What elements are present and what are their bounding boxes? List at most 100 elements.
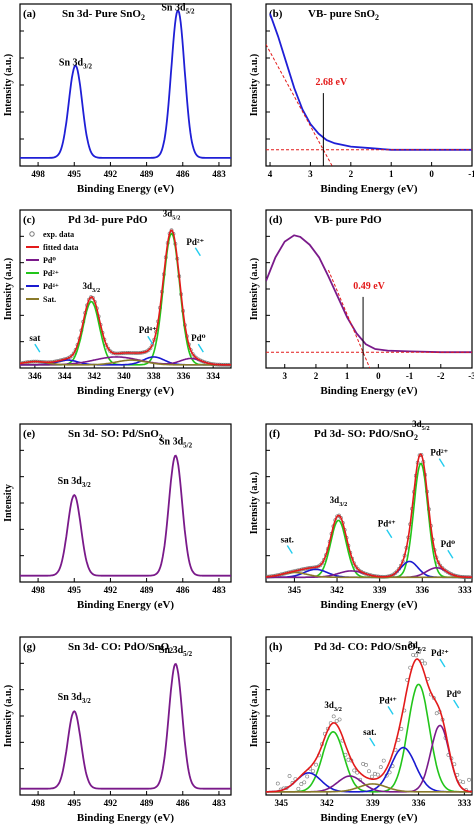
y-axis-label: Intensity (a.u.) <box>3 54 14 117</box>
x-tick-label: 2 <box>314 371 319 381</box>
exp-data-point <box>287 774 292 778</box>
plot-frame <box>19 423 232 583</box>
x-tick-label: 486 <box>176 798 190 808</box>
arrow-marker <box>439 658 446 668</box>
x-tick-label: 342 <box>320 798 334 808</box>
exp-data-point <box>420 658 424 663</box>
x-tick-label: -3 <box>468 371 474 381</box>
peak-label: Sn 3d5/2 <box>159 437 193 450</box>
x-tick-label: 492 <box>104 585 118 595</box>
arrow-marker <box>286 545 293 554</box>
edge-fit <box>266 44 333 166</box>
plot-frame <box>19 3 232 167</box>
exp-data-point <box>314 762 318 767</box>
x-tick-label: 483 <box>212 585 226 595</box>
exp-data-point <box>267 799 270 802</box>
exp-data-point <box>355 567 360 571</box>
x-tick-label: 0 <box>376 371 381 381</box>
exp-data-point <box>370 774 374 779</box>
x-axis-label: Binding Energy (eV) <box>320 183 418 195</box>
peak-label: sat <box>29 333 40 343</box>
x-tick-label: 336 <box>412 798 426 808</box>
exp-data-point <box>318 563 323 568</box>
chart-title: Pd 3d- SO: PdO/SnO2 <box>314 428 418 442</box>
component-line <box>20 359 231 366</box>
edge-value-label: 0.49 eV <box>353 281 385 292</box>
chart-title: Sn 3d- Pure SnO2 <box>62 8 145 22</box>
panel-label: (b) <box>269 8 283 20</box>
y-axis-label: Intensity (a.u.) <box>249 472 260 535</box>
legend-label: exp. data <box>43 230 74 239</box>
panel-label: (g) <box>23 641 36 653</box>
exp-data-point <box>411 652 416 657</box>
peak-label: 3d3/2 <box>324 700 342 713</box>
x-tick-label: 334 <box>206 371 220 381</box>
arrow-marker <box>438 458 445 467</box>
exp-data-point <box>190 351 195 356</box>
arrow-marker <box>447 549 454 559</box>
plot-area <box>20 9 231 159</box>
peak-label: 3d5/2 <box>412 419 430 432</box>
series-line <box>269 13 472 151</box>
exp-data-point <box>346 757 351 762</box>
x-tick-label: 339 <box>373 585 387 595</box>
x-tick-label: 2 <box>349 169 354 179</box>
panel-e: 498 495 492 489 486 483 Binding Energy (eV) Int… <box>3 423 232 611</box>
panel-g: 498 495 492 489 486 483 Binding Energy (eV) Int… <box>3 636 232 824</box>
exp-data-point <box>417 650 421 654</box>
component-line <box>266 683 472 793</box>
exp-data-point <box>169 228 174 233</box>
exp-data-point <box>337 717 342 722</box>
edge-value-label: 2.68 eV <box>316 77 348 88</box>
chart-title: VB- pure SnO2 <box>308 8 379 22</box>
x-axis-label: Binding Energy (eV) <box>77 599 175 611</box>
x-tick-label: 498 <box>31 169 45 179</box>
x-tick-label: -1 <box>406 371 414 381</box>
legend-label: Pd²⁺ <box>43 269 59 278</box>
legend-label: Sat. <box>43 295 56 304</box>
x-tick-label: 495 <box>68 798 82 808</box>
peak-label: 3d3/2 <box>83 281 101 294</box>
panel-label: (c) <box>23 214 36 226</box>
plot-area <box>266 13 472 166</box>
panel-f: 345 342 339 336 333 Binding Energy (eV) Intens… <box>249 419 473 611</box>
y-axis-label: Intensity <box>3 484 14 522</box>
x-tick-label: 4 <box>268 169 273 179</box>
peak-label: Pd⁴⁺ <box>139 325 157 335</box>
x-tick-label: 345 <box>288 585 302 595</box>
exp-data-point <box>296 786 301 791</box>
panel-h: 345 342 339 336 333 Binding Energy (eV) Intens… <box>249 636 473 824</box>
exp-data-point <box>108 349 113 354</box>
x-tick-label: 338 <box>147 371 161 381</box>
exp-data-point <box>146 348 151 353</box>
arrow-marker <box>453 699 460 709</box>
series-line <box>266 234 472 354</box>
exp-data-point <box>299 782 304 786</box>
peak-label: Pd⁰ <box>441 539 456 549</box>
exp-data-point <box>311 769 315 774</box>
x-tick-label: 495 <box>68 585 82 595</box>
peak-label: 3d5/2 <box>163 208 181 221</box>
exp-data-point <box>305 774 310 779</box>
x-tick-label: 495 <box>68 169 82 179</box>
exp-data-point <box>270 798 273 801</box>
x-tick-label: 336 <box>416 585 430 595</box>
panel-label: (d) <box>269 214 283 226</box>
exp-data-point <box>353 564 358 569</box>
chart-title: Pd 3d- CO: PdO/SnO2 <box>314 641 420 655</box>
component-line <box>266 571 472 579</box>
chart-title: Sn 3d- CO: PdO/SnO2 <box>68 641 173 655</box>
arrow-marker <box>194 247 201 257</box>
x-tick-label: 336 <box>177 371 191 381</box>
plot-area <box>20 454 231 577</box>
y-axis-label: Intensity (a.u.) <box>3 258 14 321</box>
x-tick-label: 346 <box>28 371 42 381</box>
peak-label: Pd⁰ <box>191 333 206 343</box>
fitted-line <box>20 229 231 366</box>
peak-label: sat. <box>363 727 376 737</box>
x-tick-label: 3 <box>308 169 313 179</box>
peak-label: Pd²⁺ <box>186 237 204 247</box>
panel-b: 4 3 2 1 0 -1 Binding Energy (eV) Intensity (a.u… <box>249 3 474 195</box>
exp-data-point <box>334 719 339 723</box>
x-tick-label: 498 <box>31 798 45 808</box>
